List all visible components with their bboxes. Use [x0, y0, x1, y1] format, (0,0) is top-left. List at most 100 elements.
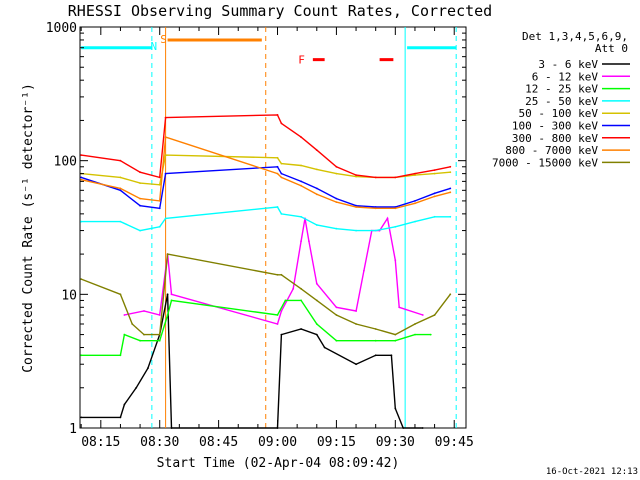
- data-point: [335, 165, 338, 168]
- data-point: [315, 224, 318, 226]
- data-point: [355, 229, 357, 232]
- data-point: [280, 310, 283, 312]
- data-point: [300, 184, 302, 187]
- data-point: [394, 339, 397, 342]
- data-point: [449, 215, 452, 218]
- data-point: [414, 172, 416, 175]
- data-point: [131, 323, 134, 325]
- data-point: [280, 122, 283, 125]
- legend-label: 3 - 6 keV: [538, 58, 598, 71]
- data-point: [119, 220, 122, 223]
- data-point: [119, 293, 122, 296]
- data-point: [449, 187, 452, 190]
- data-point: [139, 197, 142, 200]
- data-point: [433, 169, 436, 172]
- data-point: [292, 287, 295, 290]
- legend-label: 300 - 800 keV: [512, 132, 598, 145]
- data-point: [315, 299, 318, 302]
- data-point: [80, 220, 83, 223]
- y-axis-ticks: 1 10 100 1000: [46, 21, 466, 437]
- data-point: [276, 314, 279, 316]
- data-point: [158, 225, 161, 228]
- series-line: [81, 299, 431, 356]
- data-point: [139, 339, 142, 342]
- data-point: [158, 176, 161, 179]
- data-point: [170, 427, 173, 429]
- data-point: [158, 333, 161, 336]
- data-point: [80, 278, 83, 280]
- data-point: [300, 136, 302, 139]
- marker-label: S: [160, 33, 167, 46]
- data-point: [280, 213, 283, 215]
- data-point: [433, 215, 436, 218]
- data-point: [276, 206, 279, 208]
- y-axis-label: Corrected Count Rate (s⁻¹ detector⁻¹): [21, 83, 36, 373]
- series-line: [81, 136, 451, 210]
- plot-area: F NS: [79, 26, 467, 429]
- data-point: [143, 310, 145, 312]
- data-point: [80, 176, 83, 179]
- data-point: [166, 293, 169, 296]
- data-point: [80, 178, 83, 181]
- data-point: [119, 354, 122, 357]
- data-point: [374, 339, 377, 342]
- data-point: [449, 191, 452, 194]
- data-point: [374, 206, 377, 208]
- data-point: [119, 187, 122, 190]
- data-point: [300, 287, 302, 290]
- plot-frame: [79, 26, 467, 429]
- data-point: [280, 162, 283, 165]
- footer-date: 16-Oct-2021 12:13: [546, 467, 638, 477]
- data-point: [276, 165, 279, 168]
- data-point: [119, 159, 122, 162]
- data-point: [421, 314, 424, 316]
- data-point: [315, 149, 318, 152]
- flag-label: F: [298, 54, 305, 67]
- data-point: [374, 328, 377, 330]
- data-point: [394, 176, 397, 179]
- legend-label: 100 - 300 keV: [512, 120, 598, 133]
- data-point: [355, 204, 357, 207]
- data-point: [158, 183, 161, 186]
- series-line: [81, 206, 451, 232]
- data-point: [433, 192, 436, 195]
- data-point: [429, 333, 432, 336]
- data-point: [414, 200, 416, 202]
- data-point: [394, 333, 397, 336]
- x-tick-label: 09:00: [258, 435, 297, 450]
- data-point: [315, 282, 318, 285]
- data-point: [414, 323, 416, 325]
- x-axis-ticks: 08:15 08:30 08:45 09:00 09:15 09:30 09:45: [80, 27, 474, 450]
- data-point: [280, 333, 283, 336]
- data-point: [158, 339, 161, 342]
- legend-label: 6 - 12 keV: [532, 70, 599, 83]
- data-point: [300, 299, 302, 302]
- data-point: [158, 200, 161, 202]
- data-point: [139, 182, 142, 185]
- data-point: [421, 427, 424, 429]
- data-point: [276, 323, 279, 325]
- data-point: [414, 202, 416, 205]
- data-point: [80, 154, 83, 157]
- data-point: [276, 273, 279, 276]
- data-point: [300, 215, 302, 218]
- data-point: [119, 189, 122, 192]
- legend-label: 12 - 25 keV: [525, 83, 598, 96]
- data-point: [280, 172, 283, 175]
- data-point: [390, 354, 393, 357]
- data-point: [374, 176, 377, 179]
- x-tick-label: 09:30: [376, 435, 415, 450]
- data-point: [139, 171, 142, 174]
- data-point: [123, 333, 126, 336]
- data-point: [170, 299, 173, 302]
- data-point: [276, 114, 279, 116]
- data-point: [449, 165, 452, 168]
- chart-title: RHESSI Observing Summary Count Rates, Co…: [68, 2, 492, 20]
- data-point: [308, 240, 310, 243]
- y-tick-label: 10: [61, 288, 77, 303]
- data-point: [164, 154, 167, 157]
- data-point: [315, 323, 318, 325]
- data-point: [158, 314, 161, 316]
- data-point: [284, 299, 287, 302]
